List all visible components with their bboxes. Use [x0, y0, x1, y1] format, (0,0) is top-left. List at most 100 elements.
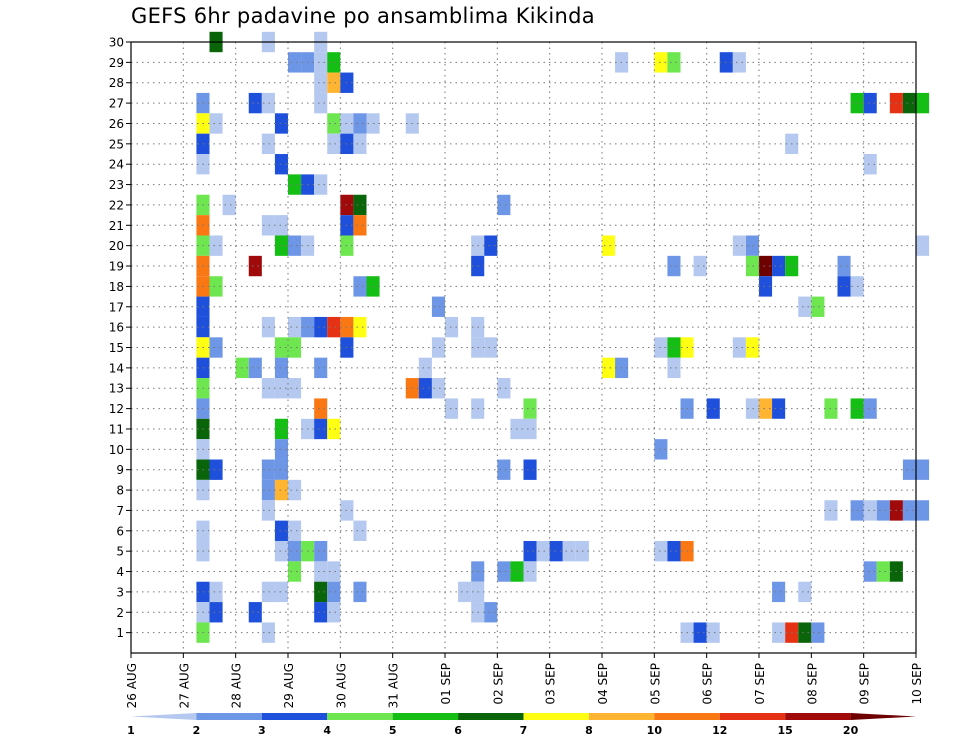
- heatmap-cell: [353, 316, 367, 338]
- heatmap-cell: [288, 316, 302, 338]
- heatmap-cell: [314, 398, 328, 419]
- heatmap-cell: [288, 540, 302, 562]
- heatmap-cell: [314, 357, 328, 379]
- x-tick-label: 05 SEP: [648, 663, 662, 705]
- heatmap-cell: [916, 500, 930, 521]
- heatmap-cell: [327, 602, 341, 623]
- heatmap-cell: [484, 337, 498, 358]
- y-tick-label: 13: [109, 382, 124, 396]
- colorbar: 1 2 3 4 5 6 7 8 10 12 15 20: [127, 713, 916, 737]
- heatmap-cell: [274, 540, 288, 562]
- y-tick-label: 3: [116, 585, 124, 599]
- colorbar-segment: [523, 713, 589, 720]
- heatmap-cell: [248, 602, 262, 623]
- heatmap-cell: [745, 235, 759, 256]
- y-tick-label: 30: [109, 36, 124, 50]
- heatmap-cell: [274, 479, 288, 501]
- y-tick-label: 27: [109, 97, 124, 111]
- heatmap-cell: [863, 561, 877, 582]
- heatmap-cell: [863, 398, 877, 419]
- y-tick-label: 21: [109, 219, 124, 233]
- y-tick-label: 24: [109, 158, 124, 172]
- heatmap-cell: [209, 602, 223, 623]
- colorbar-segment: [588, 713, 655, 720]
- heatmap-cell: [654, 337, 668, 358]
- heatmap-cell: [314, 72, 328, 93]
- heatmap-cell: [431, 378, 445, 399]
- heatmap-cell: [745, 337, 759, 358]
- heatmap-cell: [745, 255, 759, 277]
- heatmap-cell: [274, 459, 288, 480]
- colorbar-label: 6: [454, 724, 462, 737]
- colorbar-segment: [261, 713, 328, 720]
- y-axis: 1234567891011121314151617181920212223242…: [109, 36, 131, 640]
- heatmap-cell: [274, 418, 288, 440]
- x-tick-label: 27 AUG: [177, 663, 191, 708]
- heatmap-cell: [314, 561, 328, 582]
- heatmap-cell: [549, 540, 563, 562]
- heatmap-cell: [667, 540, 681, 562]
- y-tick-label: 1: [116, 626, 124, 640]
- x-tick-label: 06 SEP: [701, 663, 715, 705]
- heatmap-cell: [274, 235, 288, 256]
- heatmap-cell: [248, 357, 262, 379]
- heatmap-cell: [811, 296, 825, 317]
- heatmap-cell: [523, 398, 537, 419]
- heatmap-cell: [261, 500, 275, 521]
- colorbar-label: 20: [843, 724, 859, 737]
- x-tick-label: 07 SEP: [753, 663, 767, 705]
- heatmap-cell: [261, 378, 275, 399]
- heatmap-cell: [602, 235, 616, 256]
- heatmap-cell: [274, 154, 288, 175]
- heatmap-cell: [902, 500, 916, 521]
- y-tick-label: 20: [109, 239, 124, 253]
- heatmap-cell: [876, 561, 890, 582]
- heatmap-cell: [261, 479, 275, 501]
- y-tick-label: 9: [116, 463, 124, 477]
- heatmap-cell: [288, 235, 302, 256]
- heatmap-cell: [458, 581, 472, 603]
- heatmap-cell: [288, 337, 302, 358]
- heatmap-cell: [353, 133, 367, 155]
- y-tick-label: 22: [109, 198, 124, 212]
- heatmap-cell: [811, 622, 825, 643]
- heatmap-cell: [837, 276, 851, 297]
- heatmap-cell: [916, 235, 930, 256]
- heatmap-cell: [484, 602, 498, 623]
- heatmap-cell: [654, 52, 668, 73]
- colorbar-label: 5: [389, 724, 397, 737]
- y-tick-label: 7: [116, 504, 124, 518]
- heatmap-cell: [248, 92, 262, 114]
- heatmap-cell: [209, 235, 223, 256]
- y-tick-label: 26: [109, 117, 124, 131]
- heatmap-cell: [327, 561, 341, 582]
- heatmap-cell: [353, 194, 367, 216]
- y-tick-label: 18: [109, 280, 124, 294]
- heatmap-cell: [706, 622, 720, 643]
- heatmap-cell: [523, 459, 537, 480]
- heatmap-cell: [667, 52, 681, 73]
- heatmap-cell: [274, 357, 288, 379]
- heatmap-cell: [314, 52, 328, 73]
- colorbar-label: 1: [127, 724, 135, 737]
- x-tick-label: 28 AUG: [230, 663, 244, 708]
- heatmap-cell: [209, 113, 223, 134]
- y-tick-label: 16: [109, 321, 124, 335]
- colorbar-label: 2: [193, 724, 201, 737]
- heatmap-cell: [314, 581, 328, 603]
- heatmap-cell: [916, 459, 930, 480]
- heatmap-cell: [523, 561, 537, 582]
- chart-title: GEFS 6hr padavine po ansamblima Kikinda: [131, 4, 595, 28]
- x-axis: 26 AUG 27 AUG 28 AUG 29 AUG 30 AUG 31 AUG 01 S…: [125, 653, 924, 708]
- heatmap-cell: [418, 357, 432, 379]
- heatmap-cell: [261, 133, 275, 155]
- heatmap-cell: [222, 194, 236, 216]
- heatmap-cell: [837, 255, 851, 277]
- x-tick-label: 03 SEP: [544, 663, 558, 705]
- colorbar-label: 4: [323, 724, 331, 737]
- heatmap-cell: [418, 378, 432, 399]
- heatmap-cell: [274, 581, 288, 603]
- x-tick-label: 01 SEP: [439, 663, 453, 705]
- heatmap-cell: [445, 398, 459, 419]
